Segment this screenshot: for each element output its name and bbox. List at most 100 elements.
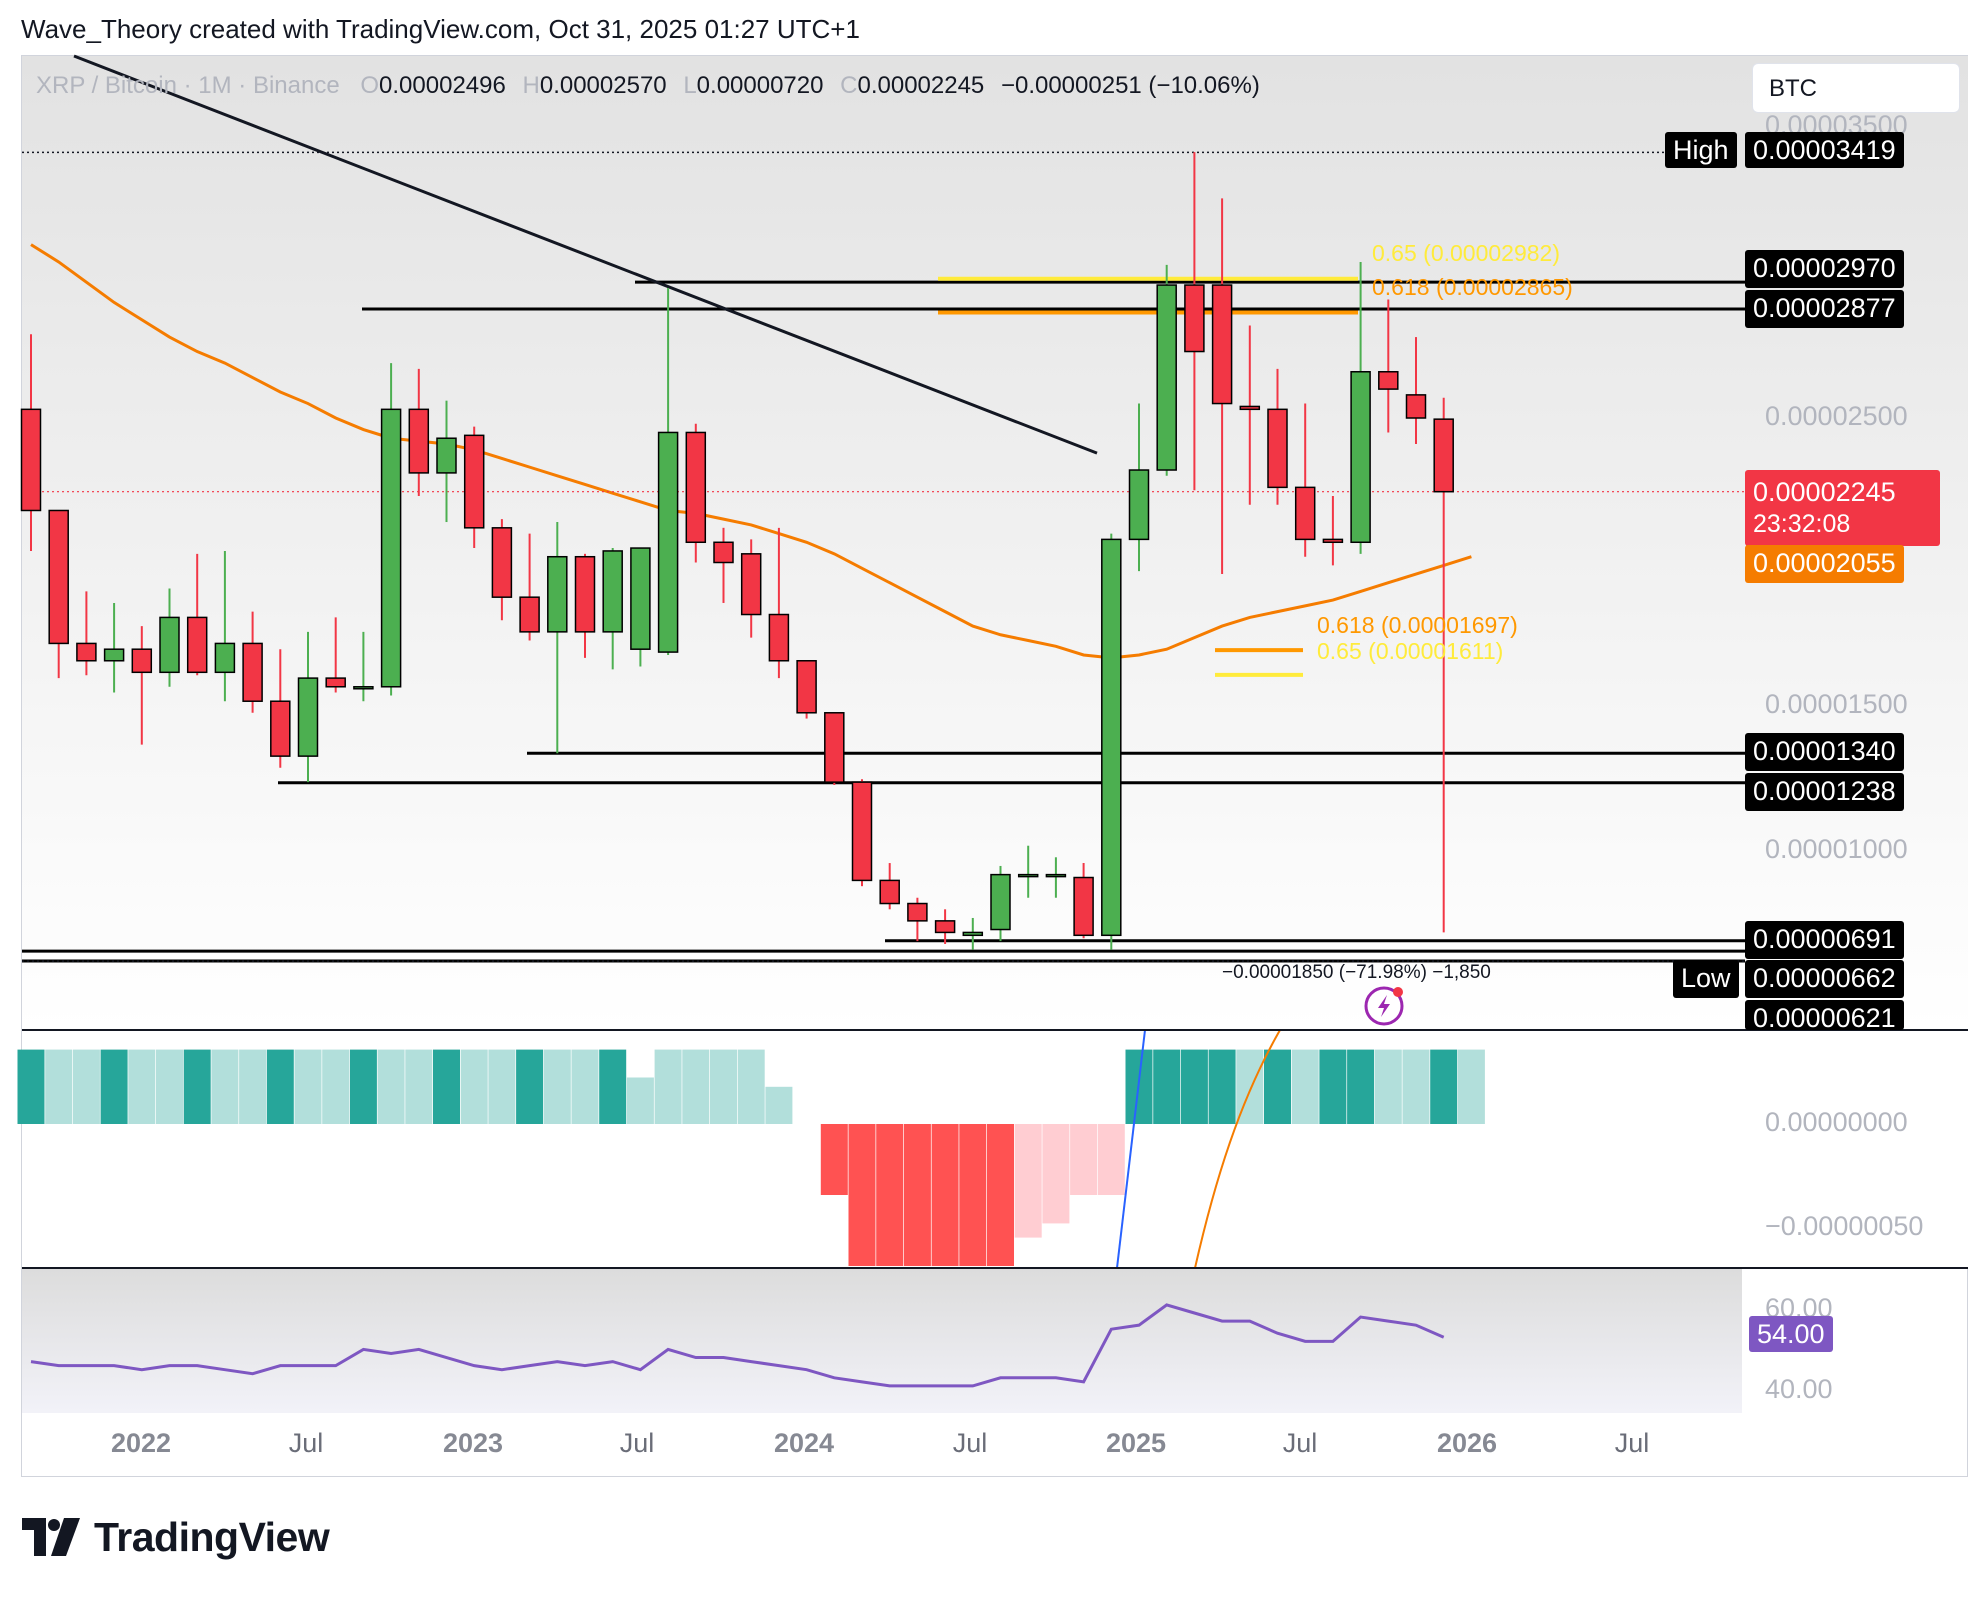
candle-body (186, 616, 208, 674)
ema-line (30, 243, 1472, 660)
candle-body (519, 596, 540, 633)
candle-body (463, 434, 485, 529)
macd-histogram-bar (211, 1049, 239, 1124)
macd-histogram-bar (765, 1086, 793, 1124)
currency-button[interactable]: BTC (1752, 63, 1960, 113)
attribution-text: Wave_Theory created with TradingView.com… (21, 14, 860, 44)
candle-body (796, 660, 817, 714)
candle-body (353, 686, 374, 690)
time-axis-label: 2025 (1105, 1428, 1167, 1458)
high-value: 0.00002570 (539, 72, 667, 99)
macd-histogram-bar (1208, 1049, 1236, 1124)
candle-body (380, 408, 402, 688)
candle-body (1073, 876, 1094, 937)
level-tag-1340: 0.00001340 (1745, 733, 1904, 771)
level-tag-621: 0.00000621 (1745, 1000, 1904, 1030)
candle-body (159, 616, 180, 674)
measure-label: −0.00001850 (−71.98%) −1,850 (1222, 962, 1491, 983)
macd-histogram-bar (1457, 1049, 1485, 1124)
time-axis-label: Jul (1282, 1428, 1318, 1458)
macd-histogram-bar (433, 1049, 460, 1124)
macd-histogram-bar (1402, 1049, 1430, 1124)
tradingview-wordmark: TradingView (94, 1513, 330, 1560)
time-axis-label: 2022 (110, 1428, 172, 1458)
candle-body (436, 437, 457, 474)
candle-body (270, 700, 291, 757)
tradingview-logo[interactable]: TradingView (22, 1512, 330, 1562)
candle-body (657, 431, 679, 653)
ema-layer (30, 243, 1472, 660)
macd-histogram-bar (931, 1124, 959, 1266)
countdown-value: 23:32:08 (1753, 510, 1851, 538)
macd-histogram-bar (183, 1049, 211, 1124)
candle-body (934, 920, 956, 934)
macd-histogram-bar (820, 1124, 848, 1195)
open-label: O (360, 72, 380, 99)
level-tag-691: 0.00000691 (1745, 921, 1904, 959)
fib-label-lower-65: 0.65 (0.00001611) (1317, 638, 1504, 664)
macd-histogram-bar (72, 1049, 100, 1124)
macd-layer (17, 1029, 1485, 1269)
macd-histogram-bar (405, 1049, 433, 1124)
candle-body (1378, 371, 1399, 390)
fib-label-upper-65: 0.65 (0.00002982) (1372, 240, 1560, 266)
high-label: H (522, 72, 540, 99)
candle-body (1211, 284, 1233, 405)
candle-body (630, 547, 651, 650)
open-value: 0.00002496 (379, 72, 506, 99)
candle-body (20, 408, 42, 512)
macd-axis-label: −0.00000050 (1765, 1211, 1924, 1241)
macd-histogram-bar (294, 1049, 322, 1124)
time-axis-label: Jul (952, 1428, 988, 1458)
candle-body (1045, 873, 1067, 878)
macd-signal-line (1194, 1029, 1281, 1269)
macd-histogram-bar (1374, 1049, 1402, 1124)
macd-histogram-bar (959, 1124, 987, 1266)
macd-histogram-bar (156, 1049, 183, 1124)
alert-icon[interactable] (1364, 986, 1404, 1026)
macd-histogram-bar (682, 1049, 710, 1124)
macd-histogram-bar (626, 1077, 654, 1124)
time-axis-label: 2026 (1436, 1428, 1498, 1458)
time-axis-label: 2023 (442, 1428, 504, 1458)
macd-histogram-bar (1097, 1124, 1125, 1195)
macd-histogram-bar (128, 1049, 156, 1124)
high-tag-label: High (1665, 132, 1737, 168)
time-axis-label: Jul (1614, 1428, 1650, 1458)
candles-layer (20, 152, 1454, 950)
time-axis-label: Jul (288, 1428, 324, 1458)
candle-body (1267, 408, 1288, 489)
macd-histogram-bar (876, 1124, 904, 1266)
macd-line (1116, 1029, 1146, 1269)
macd-histogram-bar (488, 1049, 516, 1124)
macd-histogram-bar (1430, 1049, 1458, 1124)
candle-body (491, 527, 513, 598)
macd-histogram-bar (737, 1049, 765, 1124)
last-price-value: 0.00002245 (1753, 477, 1896, 507)
low-value: 0.00000720 (696, 72, 824, 99)
candle-body (1239, 405, 1261, 411)
low-tag-value: 0.00000662 (1745, 960, 1904, 998)
rsi-value-tag: 54.00 (1749, 1316, 1833, 1352)
macd-histogram-bar (987, 1124, 1014, 1266)
macd-histogram-bar (100, 1049, 128, 1124)
candle-body (1350, 371, 1371, 544)
close-label: C (840, 72, 858, 99)
candle-body (297, 677, 319, 757)
macd-histogram-bar (1070, 1124, 1098, 1195)
candle-body (851, 781, 873, 882)
level-tag-1238: 0.00001238 (1745, 773, 1904, 811)
macd-histogram-bar (322, 1049, 350, 1124)
macd-histogram-bar (543, 1049, 571, 1124)
candle-body (1433, 418, 1454, 493)
macd-axis-label: 0.00000000 (1765, 1107, 1908, 1137)
macd-histogram-bar (1014, 1124, 1042, 1238)
candle-body (76, 642, 97, 662)
candle-body (1294, 486, 1316, 541)
symbol-title[interactable]: XRP / Bitcoin · 1M · Binance (36, 72, 340, 99)
candle-body (1101, 538, 1122, 937)
macd-histogram-bar (903, 1124, 931, 1266)
candle-body (824, 712, 845, 783)
macd-histogram-bar (1319, 1049, 1347, 1124)
